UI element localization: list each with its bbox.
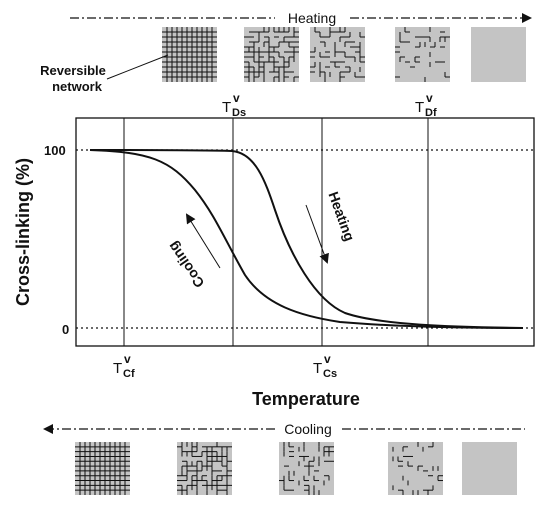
- cooling-arrow-label: Cooling: [284, 421, 331, 437]
- reversible-network-label-line1: Reversible: [40, 63, 106, 78]
- network-tile-sparse-broken: [279, 442, 334, 495]
- svg-text:Df: Df: [425, 107, 437, 119]
- reversible-network-label-line2: network: [52, 79, 103, 94]
- temp-label-T-Ds: T v Ds: [222, 91, 246, 119]
- svg-text:v: v: [324, 352, 331, 366]
- heating-curve: [89, 149, 524, 329]
- svg-text:T: T: [113, 360, 122, 377]
- svg-text:v: v: [426, 91, 433, 105]
- network-tile-no-network: [471, 27, 526, 82]
- svg-text:T: T: [313, 360, 322, 377]
- network-tile-no-network: [462, 442, 517, 495]
- network-tiles-bottom: [75, 442, 517, 495]
- svg-text:Cs: Cs: [323, 368, 337, 380]
- heating-arrow-top: Heating: [70, 10, 532, 26]
- network-tiles-top: [162, 27, 526, 82]
- cooling-curve: [89, 149, 524, 329]
- plot-frame: [75, 117, 535, 347]
- network-tile-sparse-broken: [310, 27, 365, 82]
- svg-text:T: T: [222, 99, 231, 116]
- x-axis-label: Temperature: [252, 389, 360, 409]
- network-tile-dense-broken: [244, 27, 299, 82]
- svg-text:T: T: [415, 99, 424, 116]
- network-tile-full-network: [162, 27, 217, 82]
- heating-arrow-label: Heating: [288, 10, 336, 26]
- y-tick-0: 0: [62, 322, 69, 337]
- svg-text:Cf: Cf: [123, 368, 135, 380]
- network-tile-few-segments: [395, 27, 450, 82]
- network-tile-dense-broken: [177, 442, 232, 495]
- y-axis-label: Cross-linking (%): [13, 158, 33, 306]
- svg-text:v: v: [233, 91, 240, 105]
- cooling-arrow-bottom: Cooling: [43, 421, 525, 437]
- network-tile-full-network: [75, 442, 130, 495]
- temp-label-T-Cf: T v Cf: [113, 352, 135, 380]
- svg-text:Ds: Ds: [232, 107, 246, 119]
- svg-text:v: v: [124, 352, 131, 366]
- cooling-curve-label: Cooling: [164, 239, 207, 291]
- temp-label-T-Cs: T v Cs: [313, 352, 337, 380]
- heating-direction-arrow: [305, 204, 329, 264]
- temp-label-T-Df: T v Df: [415, 91, 437, 119]
- reversible-network-leader: [106, 54, 169, 80]
- y-tick-100: 100: [44, 143, 66, 158]
- heating-curve-label: Heating: [325, 189, 358, 243]
- network-tile-few-segments: [388, 442, 443, 495]
- cooling-direction-arrow: [185, 213, 221, 269]
